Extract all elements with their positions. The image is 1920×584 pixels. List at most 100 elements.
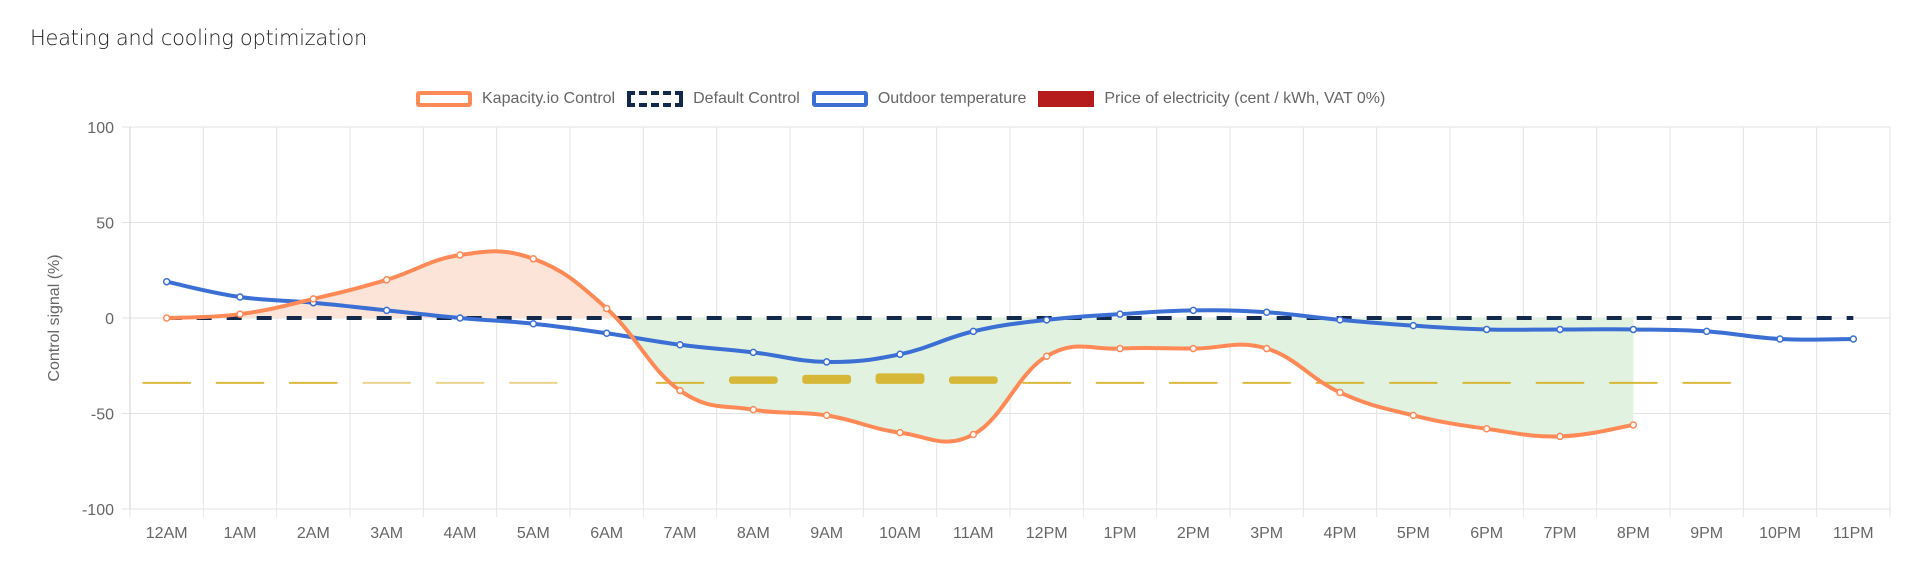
x-tick-label: 7PM <box>1544 525 1577 542</box>
price-bar <box>1462 381 1512 384</box>
kapacity-control-point <box>749 405 758 414</box>
x-tick-label: 12PM <box>1026 525 1068 542</box>
legend-label: Outdoor temperature <box>877 90 1027 107</box>
price-bar <box>1315 381 1365 384</box>
x-tick-label: 6PM <box>1470 525 1503 542</box>
price-bar <box>1242 381 1292 384</box>
x-tick-label: 6AM <box>590 525 623 542</box>
outdoor-temperature-point <box>602 329 611 338</box>
legend-item-kapacity[interactable]: Kapacity.io Control <box>416 90 615 108</box>
x-tick-label: 1AM <box>224 525 257 542</box>
legend-label: Default Control <box>693 90 800 107</box>
price-bar <box>288 381 338 384</box>
x-tick-label: 10AM <box>879 525 921 542</box>
kapacity-control-point <box>1629 421 1638 429</box>
outdoor-temperature-point <box>1702 327 1711 336</box>
x-tick-label: 3PM <box>1250 525 1283 542</box>
outdoor-temperature-point <box>676 340 684 349</box>
kapacity-control-point <box>1262 344 1271 353</box>
outdoor-temperature-point <box>1189 306 1198 315</box>
x-tick-label: 11PM <box>1833 525 1874 542</box>
price-bar <box>655 381 705 384</box>
outdoor-temperature-point <box>456 314 464 322</box>
outdoor-temperature-point <box>1409 321 1418 330</box>
legend-swatch-kapacity <box>416 91 472 107</box>
legend-label: Price of electricity (cent / kWh, VAT 0%… <box>1104 90 1386 107</box>
outdoor-temperature-line <box>166 279 1854 364</box>
y-axis-label: Control signal (%) <box>46 254 63 381</box>
kapacity-control-point <box>822 411 831 420</box>
outdoor-temperature-point <box>896 350 904 359</box>
price-bar <box>1022 381 1072 384</box>
legend: Kapacity.io Control Default Control Outd… <box>416 90 1397 108</box>
price-bar <box>1388 381 1438 384</box>
y-tick-label: -100 <box>82 502 114 519</box>
outdoor-temperature-point <box>1849 335 1858 343</box>
x-tick-label: 8AM <box>737 525 770 542</box>
price-bar <box>948 376 998 384</box>
price-bar <box>728 376 778 384</box>
kapacity-control-point <box>602 304 611 313</box>
outdoor-temperature-point <box>529 319 538 328</box>
outdoor-temperature-point <box>969 327 978 336</box>
kapacity-control-point <box>1409 411 1418 420</box>
kapacity-control-point <box>456 251 464 259</box>
kapacity-control-point <box>1336 388 1344 397</box>
kapacity-control-point <box>969 430 978 439</box>
kapacity-control-point <box>1189 344 1198 353</box>
x-tick-label: 10PM <box>1759 525 1801 542</box>
x-tick-label: 1PM <box>1104 525 1137 542</box>
kapacity-control-point <box>896 428 904 437</box>
x-tick-label: 2PM <box>1177 525 1210 542</box>
price-bar <box>875 373 925 384</box>
x-tick-label: 5PM <box>1397 525 1430 542</box>
outdoor-temperature-point <box>1042 316 1051 324</box>
legend-swatch-outdoor <box>811 91 868 107</box>
outdoor-temperature-point <box>162 277 171 286</box>
kapacity-control-point <box>1116 344 1124 353</box>
x-tick-label: 4PM <box>1324 525 1357 542</box>
outdoor-temperature-point <box>1776 335 1784 343</box>
legend-swatch-default <box>627 91 684 107</box>
outdoor-temperature-point <box>1336 316 1344 324</box>
y-tick-label: 50 <box>96 216 114 233</box>
legend-item-outdoor[interactable]: Outdoor temperature <box>811 90 1027 108</box>
kapacity-control-point <box>1482 425 1491 433</box>
kapacity-control-point <box>382 276 391 284</box>
outdoor-temperature-point <box>1482 325 1491 334</box>
price-bar <box>802 374 852 384</box>
price-bar <box>142 381 192 384</box>
price-bar <box>1168 381 1218 384</box>
price-bar <box>362 381 412 384</box>
kapacity-control-point <box>162 314 171 322</box>
price-bar <box>1682 381 1732 384</box>
y-tick-label: 100 <box>87 120 114 137</box>
x-tick-label: 11AM <box>953 525 994 542</box>
outdoor-temperature-point <box>1116 310 1124 318</box>
outdoor-temperature-point <box>1262 308 1271 317</box>
kapacity-control-point <box>676 386 684 395</box>
x-tick-label: 7AM <box>664 525 697 542</box>
chart-title: Heating and cooling optimization <box>30 26 367 50</box>
fill-above-default <box>166 251 1634 318</box>
outdoor-temperature-point <box>382 306 391 315</box>
price-bar <box>1095 381 1145 384</box>
price-bar <box>508 381 558 384</box>
legend-label: Kapacity.io Control <box>482 90 616 107</box>
outdoor-temperature-point <box>822 358 831 366</box>
x-tick-label: 4AM <box>444 525 477 542</box>
legend-swatch-price <box>1038 91 1095 107</box>
price-bar <box>215 381 265 384</box>
x-tick-label: 3AM <box>370 525 403 542</box>
kapacity-control-point <box>1042 352 1051 360</box>
kapacity-control-point <box>309 295 318 303</box>
y-tick-label: 0 <box>105 311 114 328</box>
x-tick-label: 12AM <box>146 525 188 542</box>
price-bar <box>1535 381 1585 384</box>
price-bar <box>1608 381 1658 384</box>
outdoor-temperature-point <box>749 348 758 357</box>
legend-item-default[interactable]: Default Control <box>627 90 800 108</box>
x-tick-label: 9AM <box>810 525 843 542</box>
legend-item-price[interactable]: Price of electricity (cent / kWh, VAT 0%… <box>1038 90 1385 108</box>
